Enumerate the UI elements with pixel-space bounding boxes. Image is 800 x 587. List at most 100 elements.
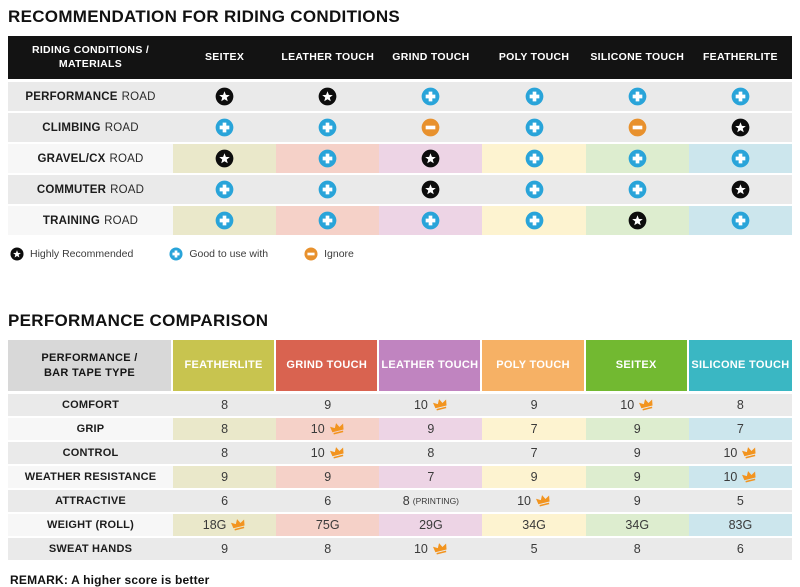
score-value: 8 — [221, 398, 229, 412]
rating-cell — [276, 144, 380, 173]
score-cell: 10 — [585, 394, 689, 416]
rating-cell — [379, 144, 483, 173]
star-icon — [628, 211, 647, 230]
score-cell: 8 — [585, 538, 689, 560]
score-cell: 8 — [379, 442, 483, 464]
row-label: PERFORMANCE ROAD — [8, 82, 173, 111]
plus-icon — [169, 247, 183, 261]
plus-icon — [421, 87, 440, 106]
rating-cell — [276, 206, 380, 235]
row-label-rest: ROAD — [110, 183, 145, 196]
rating-cell — [173, 175, 277, 204]
rating-cell — [482, 144, 586, 173]
score-cell: 10 — [379, 538, 483, 560]
score-value: 6 — [324, 494, 332, 508]
score-value: 10 — [310, 422, 325, 436]
performance-section: PERFORMANCE COMPARISON PERFORMANCE / BAR… — [8, 311, 792, 587]
row-label: TRAINING ROAD — [8, 206, 173, 235]
row-label-bold: COMMUTER — [36, 183, 107, 196]
score-value: 9 — [633, 446, 641, 460]
rating-cell — [688, 82, 792, 111]
score-cell: 8 — [173, 442, 277, 464]
score-cell: 10 — [276, 418, 380, 440]
plus-icon — [318, 211, 337, 230]
row-label: COMFORT — [8, 394, 173, 416]
plus-icon — [215, 211, 234, 230]
header-line-1: RIDING CONDITIONS / — [31, 44, 150, 57]
row-label-bold: CLIMBING — [42, 121, 101, 134]
performance-row-weather-resistance: WEATHER RESISTANCE 9 9 7 9 9 10 — [8, 466, 792, 488]
row-label: WEIGHT (ROLL) — [8, 514, 173, 536]
legend-item-ignore: Ignore — [304, 247, 354, 261]
rating-cell — [585, 113, 689, 142]
score-cell: 10 — [482, 490, 586, 512]
legend-item-highly-recommended: Highly Recommended — [10, 247, 133, 261]
score-value: 9 — [633, 470, 641, 484]
plus-icon — [731, 149, 750, 168]
score-cell: 9 — [585, 418, 689, 440]
score-value: 18G — [202, 518, 227, 532]
row-label: CONTROL — [8, 442, 173, 464]
row-label-rest: ROAD — [121, 90, 156, 103]
score-value: 9 — [530, 398, 538, 412]
score-value: 75G — [315, 518, 340, 532]
score-cell: 8 — [173, 418, 277, 440]
rating-cell — [379, 175, 483, 204]
rating-cell — [585, 82, 689, 111]
recommendation-table-header: RIDING CONDITIONS / MATERIALS SEITEX LEAT… — [8, 36, 792, 79]
score-value: 9 — [324, 398, 332, 412]
minus-icon — [628, 118, 647, 137]
rating-cell — [379, 82, 483, 111]
minus-icon — [304, 247, 318, 261]
rating-cell — [173, 206, 277, 235]
minus-icon — [421, 118, 440, 137]
rating-cell — [173, 113, 277, 142]
score-cell: 8 — [173, 394, 277, 416]
row-label-rest: ROAD — [104, 121, 139, 134]
column-header-poly-touch: POLY TOUCH — [482, 36, 586, 79]
rating-cell — [379, 206, 483, 235]
score-cell: 9 — [585, 466, 689, 488]
score-cell: 5 — [482, 538, 586, 560]
remark-text: REMARK: A higher score is better — [10, 573, 210, 587]
score-cell: 34G — [585, 514, 689, 536]
rating-cell — [585, 206, 689, 235]
score-cell: 6 — [688, 538, 792, 560]
plus-icon — [421, 211, 440, 230]
rating-cell — [482, 206, 586, 235]
score-value: 7 — [427, 470, 435, 484]
score-value: 6 — [221, 494, 229, 508]
header-riding-conditions-materials: RIDING CONDITIONS / MATERIALS — [8, 36, 173, 79]
score-value: 7 — [530, 422, 538, 436]
score-value: 10 — [413, 398, 428, 412]
score-cell: 7 — [688, 418, 792, 440]
score-value: 9 — [633, 494, 641, 508]
row-label: CLIMBING ROAD — [8, 113, 173, 142]
score-cell: 10 — [379, 394, 483, 416]
crown-icon — [230, 516, 247, 531]
recommendation-table: RIDING CONDITIONS / MATERIALS SEITEX LEAT… — [8, 36, 792, 235]
row-label: ATTRACTIVE — [8, 490, 173, 512]
score-cell: 10 — [276, 442, 380, 464]
star-icon — [215, 149, 234, 168]
header-line-1: PERFORMANCE / — [41, 352, 138, 365]
score-value: 10 — [310, 446, 325, 460]
column-header-grind-touch: GRIND TOUCH — [379, 36, 483, 79]
legend-label: Ignore — [324, 248, 354, 260]
crown-icon — [741, 468, 758, 483]
score-value: 34G — [625, 518, 650, 532]
column-header-seitex: SEITEX — [585, 340, 689, 391]
performance-table-body: COMFORT 8 9 10 9 10 8 GRIP 8 10 9 7 9 7 CONTROL 8 10 8 7 9 1… — [8, 394, 792, 560]
crown-icon — [431, 396, 448, 411]
row-label-bold: PERFORMANCE — [25, 90, 118, 103]
header-performance-bar-tape-type: PERFORMANCE / BAR TAPE TYPE — [8, 340, 173, 391]
score-cell: 8 (PRINTING) — [379, 490, 483, 512]
riding-row-gravel-cx: GRAVEL/CX ROAD — [8, 144, 792, 173]
score-value: 8 — [221, 446, 229, 460]
score-cell: 7 — [379, 466, 483, 488]
score-value: 34G — [522, 518, 546, 532]
plus-icon — [731, 211, 750, 230]
riding-row-climbing: CLIMBING ROAD — [8, 113, 792, 142]
riding-conditions-title: RECOMMENDATION FOR RIDING CONDITIONS — [8, 7, 401, 26]
